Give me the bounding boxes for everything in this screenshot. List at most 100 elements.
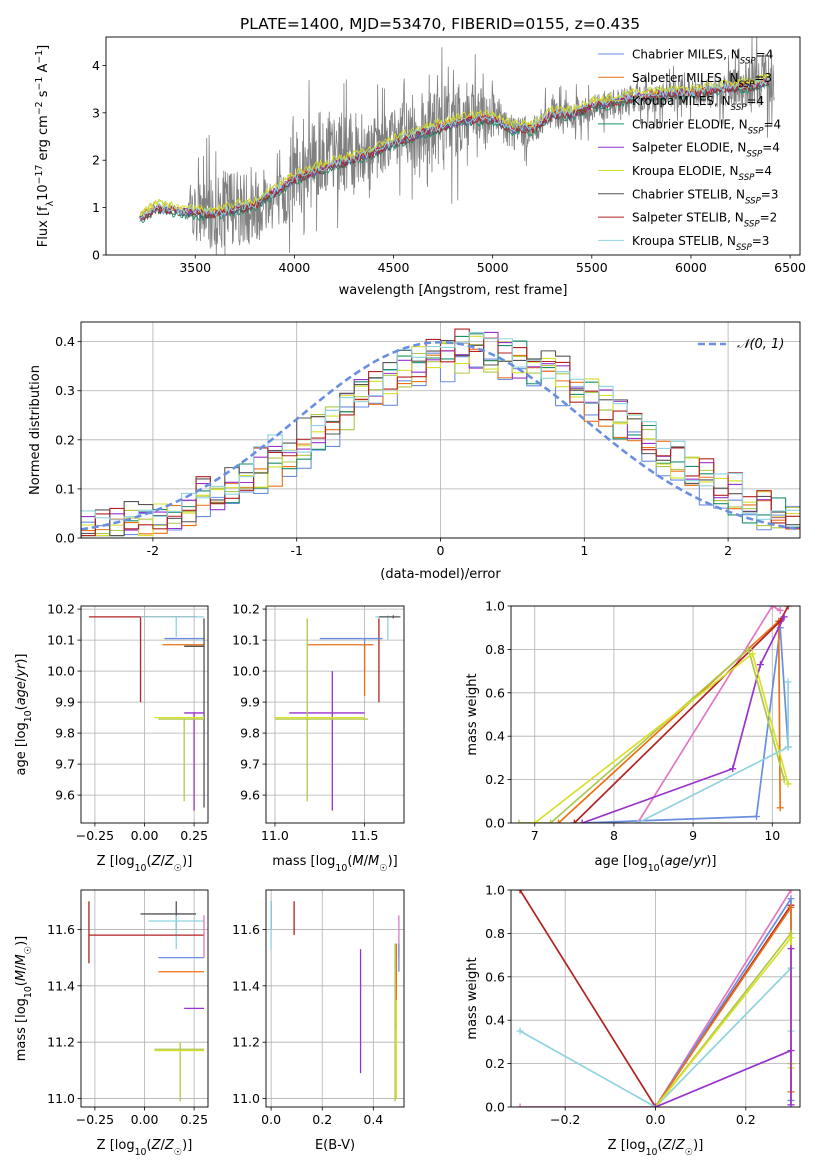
y-axis-label: mass weight bbox=[465, 957, 480, 1039]
x-tick-label: −0.25 bbox=[76, 828, 114, 843]
legend-entry: Salpeter STELIB, NSSP=2 bbox=[632, 211, 777, 230]
model-line bbox=[139, 76, 770, 220]
legend-entry: Kroupa ELODIE, NSSP=4 bbox=[632, 164, 772, 183]
x-tick-label: 11.5 bbox=[351, 828, 379, 843]
axes-age_vs_Z: −0.25 0.00 0.25 9.6 9.7 9.8 9.9 10.0 10.1 10.2 Z [… bbox=[14, 602, 209, 874]
y-tick-label: 9.6 bbox=[240, 788, 260, 803]
y-tick-label: 0.2 bbox=[485, 772, 505, 787]
plot-area bbox=[81, 328, 800, 538]
weight-line bbox=[654, 936, 792, 1107]
y-tick-label: 0.8 bbox=[485, 926, 505, 941]
x-tick-label: 0.00 bbox=[131, 1112, 159, 1127]
x-axis-label: mass [log10(M/M☉)] bbox=[272, 854, 398, 874]
y-tick-label: 11.2 bbox=[232, 1035, 260, 1050]
y-axis-label: Flux [fλ10−17 erg cm−2 s−1 A−1] bbox=[34, 45, 56, 247]
y-tick-label: 0.4 bbox=[485, 1013, 505, 1028]
data-spectrum bbox=[139, 37, 775, 255]
x-axis-label: Z [log10(Z/Z☉)] bbox=[97, 854, 193, 874]
legend-entry: Salpeter ELODIE, NSSP=4 bbox=[632, 141, 780, 160]
x-tick-label: 1 bbox=[580, 543, 588, 558]
x-tick-label: 0.0 bbox=[261, 1112, 281, 1127]
legend-entry: Chabrier MILES, NSSP=4 bbox=[632, 48, 773, 67]
y-tick-label: 11.6 bbox=[47, 922, 75, 937]
y-tick-label: 0 bbox=[92, 248, 100, 263]
weight-line bbox=[520, 890, 792, 1107]
y-axis-label: Normed distribution bbox=[28, 365, 43, 495]
y-tick-label: 3 bbox=[92, 105, 100, 120]
y-tick-label: 10.1 bbox=[232, 633, 260, 648]
axes-mass_vs_Z: −0.25 0.00 0.25 11.0 11.2 11.4 11.6 Z [log10(Z/… bbox=[14, 889, 209, 1158]
x-tick-label: 11.0 bbox=[261, 828, 289, 843]
axes-mass_weight_vs_Z: −0.2 0.0 0.2 0.0 0.2 0.4 0.6 0.8 1.0 Z [log10(Z/Z… bbox=[465, 883, 801, 1158]
y-tick-label: 11.2 bbox=[47, 1035, 75, 1050]
weight-line bbox=[636, 606, 781, 823]
x-axis-label: wavelength [Angstrom, rest frame] bbox=[339, 283, 568, 298]
y-tick-label: 0.1 bbox=[55, 481, 75, 496]
x-tick-label: 4000 bbox=[278, 260, 310, 275]
plot-area bbox=[139, 37, 775, 255]
x-tick-label: -2 bbox=[147, 543, 159, 558]
y-axis-label: age [log10(age/yr)] bbox=[14, 653, 34, 775]
legend-entry: Chabrier ELODIE, NSSP=4 bbox=[632, 117, 781, 136]
plot-area bbox=[516, 890, 795, 1107]
x-tick-label: 4500 bbox=[378, 260, 410, 275]
y-tick-label: 0.6 bbox=[485, 969, 505, 984]
figure-title: PLATE=1400, MJD=53470, FIBERID=0155, z=0… bbox=[240, 15, 640, 33]
weight-line bbox=[573, 606, 789, 823]
plot-area bbox=[88, 616, 205, 811]
y-tick-label: 10.2 bbox=[232, 602, 260, 617]
y-tick-label: 11.4 bbox=[47, 978, 75, 993]
panels: 3500 4000 4500 5000 5500 6000 6500 0 1 2 3 4 wavelen… bbox=[14, 36, 806, 1158]
axes-frame bbox=[265, 605, 405, 824]
y-tick-label: 0.3 bbox=[55, 383, 75, 398]
x-tick-label: 0.2 bbox=[312, 1112, 332, 1127]
y-tick-label: 11.4 bbox=[232, 978, 260, 993]
axes-mass_vs_EBV: 0.0 0.2 0.4 11.0 11.2 11.4 11.6 E(B-V) bbox=[232, 889, 405, 1153]
x-axis-label: (data-model)/error bbox=[380, 567, 501, 582]
histogram-series bbox=[81, 332, 800, 538]
axes-mass_weight_vs_age: 7 8 9 10 0.0 0.2 0.4 0.6 0.8 1.0 age [log10(age/yr… bbox=[465, 599, 801, 874]
x-tick-label: 0 bbox=[437, 543, 445, 558]
y-tick-label: 9.8 bbox=[240, 726, 260, 741]
y-tick-label: 9.8 bbox=[55, 726, 75, 741]
x-axis-label: Z [log10(Z/Z☉)] bbox=[608, 1138, 704, 1158]
y-tick-label: 10.2 bbox=[47, 602, 75, 617]
x-axis-label: age [log10(age/yr)] bbox=[594, 854, 716, 874]
y-tick-label: 9.7 bbox=[240, 757, 260, 772]
weight-line bbox=[581, 616, 785, 823]
y-tick-label: 0.8 bbox=[485, 642, 505, 657]
axes-frame bbox=[105, 36, 801, 256]
x-tick-label: 0.00 bbox=[131, 828, 159, 843]
normal-curve bbox=[81, 340, 800, 531]
weight-line bbox=[654, 906, 792, 1107]
plot-area bbox=[515, 606, 792, 823]
y-axis-label: mass [log10(M/M☉)] bbox=[14, 936, 34, 1062]
x-tick-label: 0.4 bbox=[363, 1112, 383, 1127]
y-tick-label: 1 bbox=[92, 200, 100, 215]
x-tick-label: 3500 bbox=[179, 260, 211, 275]
axes-frame bbox=[80, 605, 209, 824]
x-tick-label: 0.25 bbox=[180, 1112, 208, 1127]
legend-entry: Chabrier STELIB, NSSP=3 bbox=[632, 187, 779, 206]
x-tick-label: 0.2 bbox=[736, 1112, 756, 1127]
legend: Chabrier MILES, NSSP=4 Salpeter MILES, NS… bbox=[598, 48, 781, 253]
legend-entry-normal: 𝒩(0, 1) bbox=[737, 337, 784, 352]
legend-entry: Salpeter MILES, NSSP=3 bbox=[632, 71, 772, 90]
x-tick-label: -1 bbox=[290, 543, 302, 558]
x-tick-label: 10 bbox=[764, 828, 780, 843]
y-tick-label: 0.4 bbox=[55, 334, 75, 349]
axes-frame bbox=[80, 321, 801, 539]
y-tick-label: 1.0 bbox=[485, 599, 505, 614]
x-tick-label: 8 bbox=[610, 828, 618, 843]
x-axis-label: E(B-V) bbox=[315, 1138, 355, 1153]
y-tick-label: 10.0 bbox=[47, 664, 75, 679]
y-tick-label: 10.0 bbox=[232, 664, 260, 679]
y-tick-label: 11.0 bbox=[232, 1091, 260, 1106]
y-tick-label: 0.0 bbox=[55, 531, 75, 546]
weight-line bbox=[655, 947, 792, 1107]
y-tick-label: 9.9 bbox=[55, 695, 75, 710]
model-line bbox=[139, 79, 770, 221]
x-axis-label: Z [log10(Z/Z☉)] bbox=[97, 1138, 193, 1158]
x-tick-label: 6000 bbox=[675, 260, 707, 275]
